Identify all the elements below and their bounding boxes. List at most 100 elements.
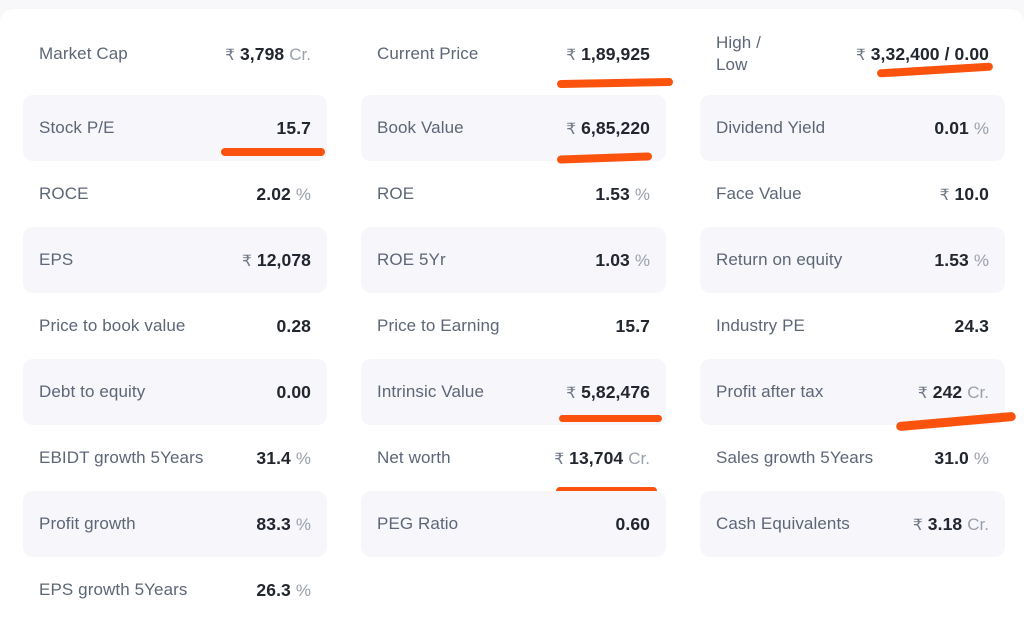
metric-number: 10.0	[954, 183, 989, 204]
metric-row-net-worth: Net worth ₹13,704 Cr.	[361, 425, 666, 495]
metric-value: 0.28	[277, 316, 311, 337]
metric-label: Debt to equity	[39, 381, 146, 401]
metric-number: 5,82,476	[581, 381, 650, 402]
metric-row-eps: EPS ₹12,078	[23, 227, 327, 293]
metric-number: 24.3	[954, 315, 989, 336]
metric-row-ebidt-growth-5years: EBIDT growth 5Years 31.4%	[23, 425, 327, 491]
metric-label: Cash Equivalents	[716, 513, 850, 533]
metric-number: 0.00	[276, 381, 311, 402]
metric-number: 3,798	[239, 43, 285, 64]
metric-value: 31.4%	[256, 448, 311, 469]
metric-value: ₹10.0	[940, 184, 989, 205]
metric-unit: %	[634, 250, 650, 270]
highlight-marker-intrinsic-value	[559, 415, 662, 422]
metric-number: 1.03	[595, 249, 630, 270]
metric-number: 15.7	[276, 117, 311, 138]
metric-unit: Cr.	[967, 382, 989, 402]
metric-label: PEG Ratio	[377, 513, 459, 533]
metric-number: 1,89,925	[581, 43, 650, 64]
metrics-column-middle: Current Price ₹1,89,925 Book Value ₹6,85,22…	[361, 13, 674, 623]
metric-row-high-low: High / Low ₹3,32,400 / 0.00	[700, 13, 1005, 95]
metric-row-intrinsic-value: Intrinsic Value ₹5,82,476	[361, 359, 666, 425]
rupee-symbol: ₹	[566, 120, 577, 138]
metric-value: ₹3.18 Cr.	[913, 514, 989, 535]
rupee-symbol: ₹	[241, 252, 252, 270]
metric-label: Stock P/E	[39, 117, 115, 137]
metric-row-roe: ROE 1.53%	[361, 161, 666, 227]
metric-label: Industry PE	[716, 315, 805, 335]
metric-row-profit-after-tax: Profit after tax ₹242 Cr.	[700, 359, 1017, 432]
metric-label: Book Value	[377, 117, 464, 137]
metric-label: Return on equity	[716, 249, 843, 269]
metric-unit: %	[973, 118, 989, 138]
metric-number: 13,704	[569, 447, 624, 468]
rupee-symbol: ₹	[225, 46, 235, 64]
metric-value: 15.7	[616, 316, 650, 337]
metric-number: 0.01	[934, 117, 969, 138]
metric-value: 15.7	[277, 118, 311, 139]
metric-value: 1.53%	[934, 250, 989, 271]
metric-label: Face Value	[716, 183, 802, 203]
metric-row-peg-ratio: PEG Ratio 0.60	[361, 491, 666, 557]
metric-label: Price to Earning	[377, 315, 500, 335]
rupee-symbol: ₹	[566, 46, 577, 64]
metric-number: 1.53	[934, 249, 969, 270]
metric-number: 242	[932, 381, 963, 402]
metric-label: Intrinsic Value	[377, 381, 485, 401]
metric-number: 2.02	[256, 183, 291, 204]
metric-value: 24.3	[955, 316, 989, 337]
metric-value: ₹242 Cr.	[918, 382, 989, 403]
rupee-symbol: ₹	[566, 384, 577, 402]
highlight-marker-high-low	[876, 62, 994, 78]
metric-label: Sales growth 5Years	[716, 447, 874, 467]
metric-value: ₹13,704 Cr.	[554, 448, 650, 469]
metric-row-industry-pe: Industry PE 24.3	[700, 293, 1005, 359]
metric-row-current-price: Current Price ₹1,89,925	[361, 13, 674, 95]
metric-label: Market Cap	[39, 43, 128, 63]
metric-row-dividend-yield: Dividend Yield 0.01%	[700, 95, 1005, 161]
metric-row-roce: ROCE 2.02%	[23, 161, 327, 227]
ratios-card: Market Cap ₹3,798 Cr. Stock P/E 15.7 ROCE 2.02…	[0, 9, 1024, 641]
rupee-symbol: ₹	[912, 516, 923, 534]
metric-value: ₹5,82,476	[566, 382, 650, 403]
metric-label: EPS	[39, 249, 74, 269]
metric-value: ₹6,85,220	[566, 118, 650, 139]
metric-value: 26.3%	[256, 580, 311, 601]
metric-value: ₹12,078	[242, 250, 311, 271]
metric-number: 3.18	[927, 513, 963, 534]
metric-label: EBIDT growth 5Years	[39, 447, 204, 467]
metric-label: Net worth	[377, 447, 451, 467]
metric-unit: %	[973, 250, 989, 270]
metric-unit: %	[973, 448, 989, 468]
metric-row-debt-to-equity: Debt to equity 0.00	[23, 359, 327, 425]
highlight-marker-current-price	[556, 77, 674, 89]
metric-label: High / Low	[716, 32, 762, 74]
metric-row-price-to-earning: Price to Earning 15.7	[361, 293, 666, 359]
metric-label: ROCE	[39, 183, 89, 203]
metric-number: 1.53	[595, 183, 630, 204]
metric-number: 31.4	[256, 447, 291, 468]
metric-row-face-value: Face Value ₹10.0	[700, 161, 1005, 227]
metric-unit: %	[295, 580, 311, 600]
metric-value: 1.53%	[595, 184, 650, 205]
metric-number: 3,32,400 / 0.00	[870, 43, 989, 64]
metric-label: Price to book value	[39, 315, 186, 335]
metric-value: 1.03%	[595, 250, 650, 271]
metric-label: ROE	[377, 183, 415, 203]
metric-value: 2.02%	[256, 184, 311, 205]
metric-row-return-on-equity: Return on equity 1.53%	[700, 227, 1005, 293]
metric-unit: %	[295, 448, 311, 468]
metric-unit: Cr.	[967, 514, 989, 534]
metric-number: 6,85,220	[581, 117, 650, 138]
highlight-marker-stock-pe	[221, 148, 325, 156]
metrics-column-right: High / Low ₹3,32,400 / 0.00 Dividend Yield…	[700, 13, 1017, 623]
metric-value: ₹3,798 Cr.	[225, 44, 311, 65]
metric-value: 0.01%	[934, 118, 989, 139]
metric-number: 12,078	[256, 249, 311, 270]
rupee-symbol: ₹	[554, 450, 565, 468]
rupee-symbol: ₹	[917, 384, 928, 402]
metric-number: 0.28	[276, 315, 311, 336]
rupee-symbol: ₹	[855, 46, 866, 64]
metric-row-cash-equivalents: Cash Equivalents ₹3.18 Cr.	[700, 491, 1005, 557]
metric-value: 83.3%	[256, 514, 311, 535]
